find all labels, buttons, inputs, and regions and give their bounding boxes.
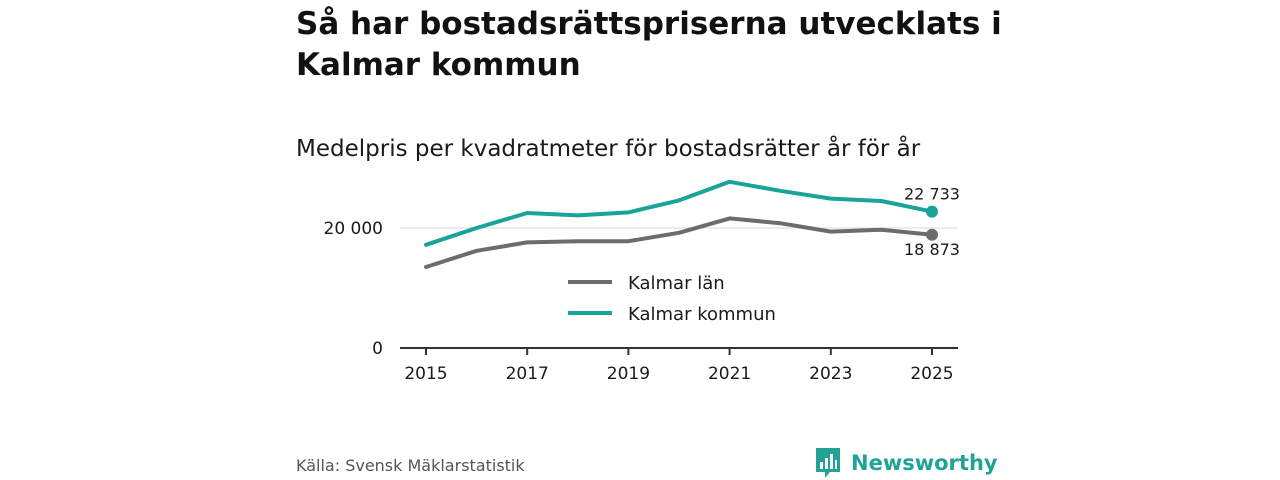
series-lines: 18 873 22 733 — [424, 179, 960, 269]
series-end-label: 22 733 — [904, 185, 960, 204]
series-end-marker — [926, 205, 938, 218]
line-chart: 0 20 000 2015 2017 2019 2021 2023 2025 18 873 22… — [324, 179, 960, 384]
x-tick-label: 2019 — [607, 364, 650, 384]
newsworthy-logo-icon — [816, 448, 840, 478]
x-tick-label: 2023 — [809, 364, 852, 384]
source-note: Källa: Svensk Mäklarstatistik — [296, 456, 525, 475]
chart-title: Så har bostadsrättspriserna utvecklats i… — [296, 6, 1002, 83]
x-tick-label: 2015 — [404, 364, 447, 384]
y-tick-label: 20 000 — [324, 219, 383, 239]
brand-logo: Newsworthy — [814, 446, 998, 480]
series-end-marker — [926, 228, 938, 241]
series-end-label: 18 873 — [904, 240, 960, 259]
brand-name: Newsworthy — [851, 451, 998, 475]
series-line-kalmar-kommun — [424, 179, 934, 247]
legend-label: Kalmar kommun — [628, 304, 776, 325]
x-tick-label: 2021 — [708, 364, 751, 384]
axes: 0 20 000 2015 2017 2019 2021 2023 2025 — [324, 219, 958, 384]
x-tick-label: 2017 — [506, 364, 549, 384]
legend: Kalmar län Kalmar kommun — [568, 273, 776, 325]
legend-label: Kalmar län — [628, 273, 725, 294]
series-line-kalmar-lan — [424, 216, 934, 269]
chart-subtitle: Medelpris per kvadratmeter för bostadsrä… — [296, 136, 921, 162]
y-tick-label: 0 — [372, 339, 383, 359]
x-tick-label: 2025 — [910, 364, 953, 384]
